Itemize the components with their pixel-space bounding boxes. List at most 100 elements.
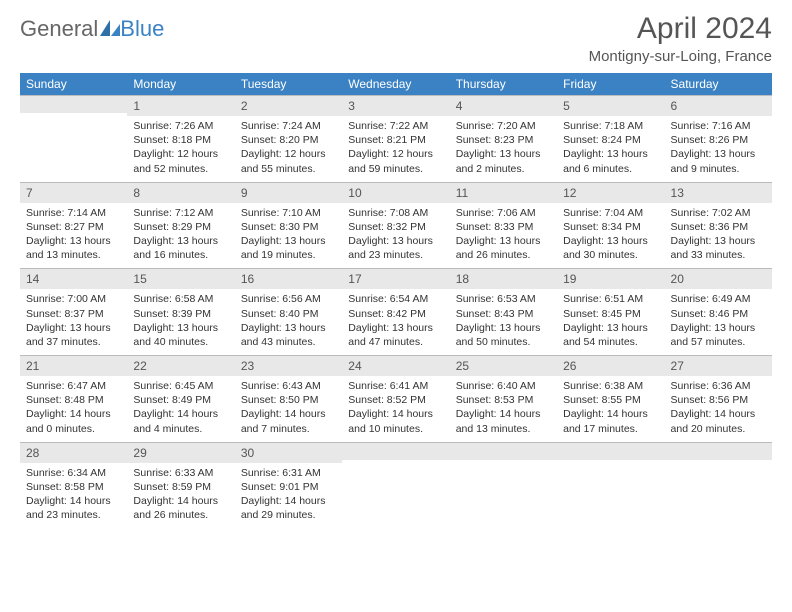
day-details: Sunrise: 6:47 AMSunset: 8:48 PMDaylight:…	[20, 376, 127, 442]
day-cell	[450, 442, 557, 529]
day-cell: 8Sunrise: 7:12 AMSunset: 8:29 PMDaylight…	[127, 182, 234, 269]
sunset-text: Sunset: 8:49 PM	[133, 393, 228, 407]
daylight-text: Daylight: 14 hours and 13 minutes.	[456, 407, 551, 435]
day-number: 29	[127, 442, 234, 463]
daylight-text: Daylight: 13 hours and 50 minutes.	[456, 321, 551, 349]
daylight-text: Daylight: 13 hours and 16 minutes.	[133, 234, 228, 262]
day-number: 14	[20, 268, 127, 289]
day-cell	[665, 442, 772, 529]
sunset-text: Sunset: 8:21 PM	[348, 133, 443, 147]
day-number: 28	[20, 442, 127, 463]
day-details	[665, 460, 772, 518]
sunset-text: Sunset: 8:45 PM	[563, 307, 658, 321]
day-details: Sunrise: 7:26 AMSunset: 8:18 PMDaylight:…	[127, 116, 234, 182]
sunset-text: Sunset: 8:26 PM	[671, 133, 766, 147]
sunrise-text: Sunrise: 7:14 AM	[26, 206, 121, 220]
day-details: Sunrise: 6:31 AMSunset: 9:01 PMDaylight:…	[235, 463, 342, 529]
day-details: Sunrise: 6:51 AMSunset: 8:45 PMDaylight:…	[557, 289, 664, 355]
daylight-text: Daylight: 13 hours and 40 minutes.	[133, 321, 228, 349]
sunset-text: Sunset: 8:48 PM	[26, 393, 121, 407]
day-cell: 3Sunrise: 7:22 AMSunset: 8:21 PMDaylight…	[342, 95, 449, 182]
day-number	[557, 442, 664, 460]
calendar-body: 1Sunrise: 7:26 AMSunset: 8:18 PMDaylight…	[20, 95, 772, 528]
sunrise-text: Sunrise: 7:12 AM	[133, 206, 228, 220]
day-details	[342, 460, 449, 518]
day-number: 26	[557, 355, 664, 376]
sunrise-text: Sunrise: 6:43 AM	[241, 379, 336, 393]
sunset-text: Sunset: 8:30 PM	[241, 220, 336, 234]
day-details: Sunrise: 6:38 AMSunset: 8:55 PMDaylight:…	[557, 376, 664, 442]
brand-logo: General Blue	[20, 16, 164, 42]
day-cell: 18Sunrise: 6:53 AMSunset: 8:43 PMDayligh…	[450, 268, 557, 355]
day-number: 17	[342, 268, 449, 289]
sunrise-text: Sunrise: 6:53 AM	[456, 292, 551, 306]
day-cell: 23Sunrise: 6:43 AMSunset: 8:50 PMDayligh…	[235, 355, 342, 442]
sunrise-text: Sunrise: 6:47 AM	[26, 379, 121, 393]
calendar-table: Sunday Monday Tuesday Wednesday Thursday…	[20, 73, 772, 528]
sunrise-text: Sunrise: 6:34 AM	[26, 466, 121, 480]
day-cell: 26Sunrise: 6:38 AMSunset: 8:55 PMDayligh…	[557, 355, 664, 442]
day-cell: 10Sunrise: 7:08 AMSunset: 8:32 PMDayligh…	[342, 182, 449, 269]
brand-part1: General	[20, 16, 98, 42]
sunset-text: Sunset: 8:23 PM	[456, 133, 551, 147]
daylight-text: Daylight: 13 hours and 13 minutes.	[26, 234, 121, 262]
weekday-header: Thursday	[450, 73, 557, 95]
day-number: 30	[235, 442, 342, 463]
sunrise-text: Sunrise: 6:40 AM	[456, 379, 551, 393]
daylight-text: Daylight: 14 hours and 20 minutes.	[671, 407, 766, 435]
day-details: Sunrise: 6:34 AMSunset: 8:58 PMDaylight:…	[20, 463, 127, 529]
daylight-text: Daylight: 12 hours and 59 minutes.	[348, 147, 443, 175]
day-details: Sunrise: 7:20 AMSunset: 8:23 PMDaylight:…	[450, 116, 557, 182]
sunset-text: Sunset: 8:58 PM	[26, 480, 121, 494]
daylight-text: Daylight: 13 hours and 6 minutes.	[563, 147, 658, 175]
sunset-text: Sunset: 8:42 PM	[348, 307, 443, 321]
sunrise-text: Sunrise: 7:10 AM	[241, 206, 336, 220]
day-details: Sunrise: 6:36 AMSunset: 8:56 PMDaylight:…	[665, 376, 772, 442]
day-number: 15	[127, 268, 234, 289]
daylight-text: Daylight: 13 hours and 37 minutes.	[26, 321, 121, 349]
day-details: Sunrise: 7:24 AMSunset: 8:20 PMDaylight:…	[235, 116, 342, 182]
week-row: 14Sunrise: 7:00 AMSunset: 8:37 PMDayligh…	[20, 268, 772, 355]
day-details: Sunrise: 6:53 AMSunset: 8:43 PMDaylight:…	[450, 289, 557, 355]
day-cell: 9Sunrise: 7:10 AMSunset: 8:30 PMDaylight…	[235, 182, 342, 269]
daylight-text: Daylight: 14 hours and 17 minutes.	[563, 407, 658, 435]
sunrise-text: Sunrise: 6:38 AM	[563, 379, 658, 393]
day-number: 4	[450, 95, 557, 116]
day-number: 20	[665, 268, 772, 289]
weekday-header: Friday	[557, 73, 664, 95]
sunrise-text: Sunrise: 7:04 AM	[563, 206, 658, 220]
sunset-text: Sunset: 8:40 PM	[241, 307, 336, 321]
daylight-text: Daylight: 14 hours and 0 minutes.	[26, 407, 121, 435]
daylight-text: Daylight: 13 hours and 47 minutes.	[348, 321, 443, 349]
sunset-text: Sunset: 8:27 PM	[26, 220, 121, 234]
day-number: 21	[20, 355, 127, 376]
day-cell: 27Sunrise: 6:36 AMSunset: 8:56 PMDayligh…	[665, 355, 772, 442]
day-cell: 4Sunrise: 7:20 AMSunset: 8:23 PMDaylight…	[450, 95, 557, 182]
day-cell: 5Sunrise: 7:18 AMSunset: 8:24 PMDaylight…	[557, 95, 664, 182]
daylight-text: Daylight: 14 hours and 4 minutes.	[133, 407, 228, 435]
day-details	[20, 113, 127, 171]
day-cell: 1Sunrise: 7:26 AMSunset: 8:18 PMDaylight…	[127, 95, 234, 182]
day-details: Sunrise: 6:45 AMSunset: 8:49 PMDaylight:…	[127, 376, 234, 442]
page-header: General Blue April 2024 Montigny-sur-Loi…	[20, 12, 772, 65]
daylight-text: Daylight: 13 hours and 30 minutes.	[563, 234, 658, 262]
day-number: 3	[342, 95, 449, 116]
sunrise-text: Sunrise: 6:41 AM	[348, 379, 443, 393]
sunrise-text: Sunrise: 6:49 AM	[671, 292, 766, 306]
day-cell: 29Sunrise: 6:33 AMSunset: 8:59 PMDayligh…	[127, 442, 234, 529]
day-details: Sunrise: 7:02 AMSunset: 8:36 PMDaylight:…	[665, 203, 772, 269]
day-number: 27	[665, 355, 772, 376]
day-number	[20, 95, 127, 113]
daylight-text: Daylight: 13 hours and 9 minutes.	[671, 147, 766, 175]
day-cell	[20, 95, 127, 182]
sunrise-text: Sunrise: 7:18 AM	[563, 119, 658, 133]
day-cell: 24Sunrise: 6:41 AMSunset: 8:52 PMDayligh…	[342, 355, 449, 442]
day-number: 10	[342, 182, 449, 203]
day-number: 19	[557, 268, 664, 289]
day-number: 2	[235, 95, 342, 116]
day-number	[665, 442, 772, 460]
daylight-text: Daylight: 13 hours and 33 minutes.	[671, 234, 766, 262]
sunrise-text: Sunrise: 7:06 AM	[456, 206, 551, 220]
day-details: Sunrise: 6:49 AMSunset: 8:46 PMDaylight:…	[665, 289, 772, 355]
day-cell: 30Sunrise: 6:31 AMSunset: 9:01 PMDayligh…	[235, 442, 342, 529]
